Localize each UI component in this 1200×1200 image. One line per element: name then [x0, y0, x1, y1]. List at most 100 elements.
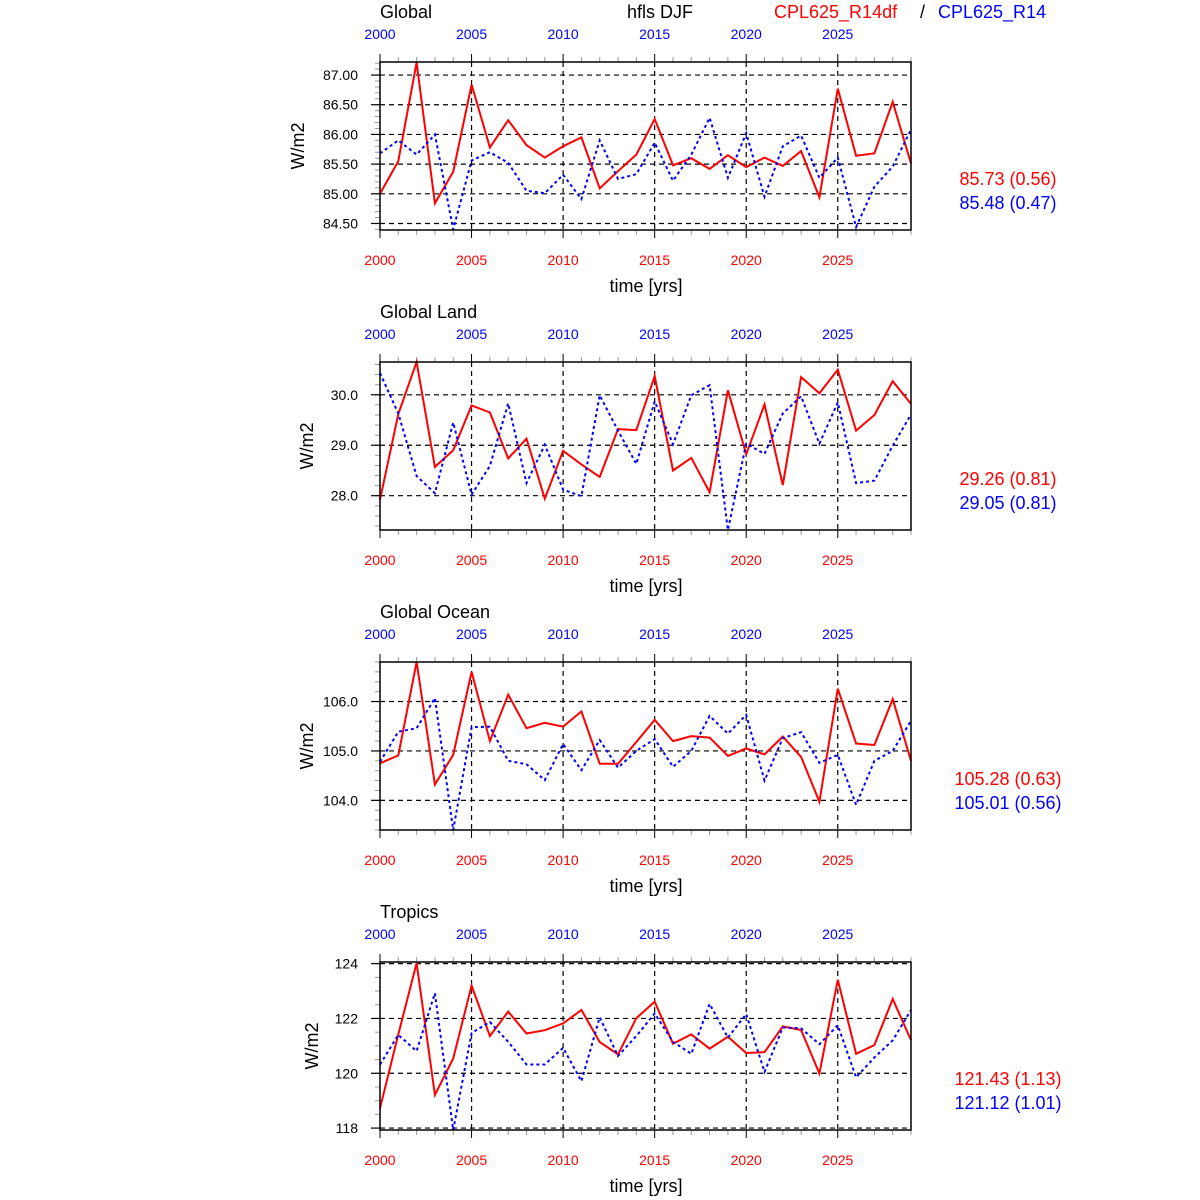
panel-global: Global 87.00 86.50 86.00 85.50 85.00 84.50 2000…: [288, 2, 1057, 296]
y-tick-label: 120: [335, 1065, 359, 1081]
series-line-cpl625-r14df: [379, 358, 912, 502]
series-line-cpl625-r14: [379, 992, 912, 1131]
x-tick-label-top: 2010: [548, 326, 579, 342]
y-tick-label: 86.50: [323, 97, 358, 113]
x-tick-label-bottom: 2020: [731, 1152, 762, 1168]
y-tick-label: 29.0: [331, 437, 358, 453]
x-tick-label-bottom: 2000: [364, 852, 395, 868]
panel-global-land: Global Land 30.0 29.0 28.0 2000 2000 2005 2005 2…: [297, 302, 1057, 596]
x-axis-label: time [yrs]: [609, 1176, 682, 1196]
x-tick-label-top: 2005: [456, 626, 487, 642]
y-tick-label: 84.50: [323, 215, 358, 231]
legend-series-a: CPL625_R14df: [774, 2, 898, 23]
x-tick-label-bottom: 2005: [456, 852, 487, 868]
x-tick-label-top: 2000: [364, 326, 395, 342]
series-line-cpl625-r14: [379, 695, 912, 831]
plot-frame: [379, 961, 912, 1131]
x-tick-label-bottom: 2000: [364, 552, 395, 568]
plot-frame: [379, 61, 912, 231]
plot-frame: [379, 361, 912, 531]
series-line-cpl625-r14: [379, 115, 912, 230]
x-tick-label-top: 2025: [822, 626, 853, 642]
y-tick-label: 106.0: [323, 694, 358, 710]
x-tick-label-bottom: 2005: [456, 552, 487, 568]
legend-separator: /: [920, 2, 925, 22]
x-tick-label-top: 2015: [639, 26, 670, 42]
panel-global-ocean: Global Ocean 106.0 105.0 104.0 2000 2000 2005 2…: [297, 602, 1062, 896]
y-tick-label: 86.00: [323, 126, 358, 142]
x-tick-label-bottom: 2010: [548, 252, 579, 268]
x-tick-label-top: 2020: [731, 626, 762, 642]
x-tick-label-bottom: 2025: [822, 552, 853, 568]
y-axis-label: W/m2: [297, 423, 317, 470]
stat-series-b: 105.01 (0.56): [954, 793, 1061, 813]
y-tick-label: 105.0: [323, 743, 358, 759]
panel-tropics: Tropics 124 122 120 118 2000 2000 2005 2005 2010 2…: [302, 902, 1062, 1196]
x-tick-label-top: 2025: [822, 326, 853, 342]
x-tick-label-top: 2010: [548, 626, 579, 642]
header-variable: hfls DJF: [627, 2, 693, 22]
x-axis-label: time [yrs]: [609, 276, 682, 296]
stat-series-b: 121.12 (1.01): [954, 1093, 1061, 1113]
stat-series-a: 29.26 (0.81): [959, 469, 1056, 489]
x-tick-label-bottom: 2005: [456, 1152, 487, 1168]
x-tick-label-top: 2000: [364, 26, 395, 42]
y-tick-label: 28.0: [331, 488, 358, 504]
series-line-cpl625-r14df: [379, 661, 912, 806]
x-tick-label-top: 2025: [822, 926, 853, 942]
x-tick-label-top: 2020: [731, 26, 762, 42]
x-tick-label-bottom: 2010: [548, 552, 579, 568]
x-tick-label-bottom: 2020: [731, 852, 762, 868]
x-tick-label-bottom: 2000: [364, 1152, 395, 1168]
plot-frame: [379, 661, 912, 831]
x-axis-label: time [yrs]: [609, 576, 682, 596]
x-tick-label-bottom: 2020: [731, 252, 762, 268]
x-tick-label-top: 2010: [548, 26, 579, 42]
x-tick-label-bottom: 2005: [456, 252, 487, 268]
x-tick-label-bottom: 2020: [731, 552, 762, 568]
x-tick-label-top: 2015: [639, 326, 670, 342]
panel-title: Global Ocean: [380, 602, 490, 622]
legend-series-b: CPL625_R14: [938, 2, 1046, 23]
y-tick-label: 104.0: [323, 792, 358, 808]
y-tick-label: 30.0: [331, 387, 358, 403]
panel-title: Global Land: [380, 302, 477, 322]
y-tick-label: 85.50: [323, 156, 358, 172]
y-tick-label: 85.00: [323, 186, 358, 202]
stat-series-b: 85.48 (0.47): [959, 193, 1056, 213]
x-tick-label-top: 2020: [731, 326, 762, 342]
x-tick-label-top: 2020: [731, 926, 762, 942]
x-tick-label-bottom: 2025: [822, 852, 853, 868]
x-tick-label-top: 2005: [456, 926, 487, 942]
y-tick-label: 122: [335, 1010, 359, 1026]
y-axis-label: W/m2: [302, 1023, 322, 1070]
x-axis-label: time [yrs]: [609, 876, 682, 896]
series-line-cpl625-r14df: [379, 62, 912, 207]
x-tick-label-top: 2005: [456, 326, 487, 342]
series-line-cpl625-r14df: [379, 962, 912, 1109]
y-tick-label: 124: [335, 956, 359, 972]
x-tick-label-top: 2010: [548, 926, 579, 942]
panel-title: Tropics: [380, 902, 438, 922]
stat-series-a: 121.43 (1.13): [954, 1069, 1061, 1089]
x-tick-label-top: 2025: [822, 26, 853, 42]
x-tick-label-bottom: 2015: [639, 852, 670, 868]
x-tick-label-bottom: 2010: [548, 852, 579, 868]
stat-series-a: 105.28 (0.63): [954, 769, 1061, 789]
panel-title: Global: [380, 2, 432, 22]
x-tick-label-bottom: 2015: [639, 1152, 670, 1168]
x-tick-label-top: 2015: [639, 926, 670, 942]
y-axis-label: W/m2: [297, 723, 317, 770]
stat-series-b: 29.05 (0.81): [959, 493, 1056, 513]
x-tick-label-top: 2000: [364, 926, 395, 942]
x-tick-label-top: 2005: [456, 26, 487, 42]
x-tick-label-top: 2000: [364, 626, 395, 642]
series-line-cpl625-r14: [379, 372, 912, 531]
y-tick-label: 87.00: [323, 67, 358, 83]
x-tick-label-bottom: 2010: [548, 1152, 579, 1168]
x-tick-label-bottom: 2025: [822, 252, 853, 268]
x-tick-label-bottom: 2025: [822, 1152, 853, 1168]
y-tick-label: 118: [336, 1120, 359, 1136]
stat-series-a: 85.73 (0.56): [959, 169, 1056, 189]
